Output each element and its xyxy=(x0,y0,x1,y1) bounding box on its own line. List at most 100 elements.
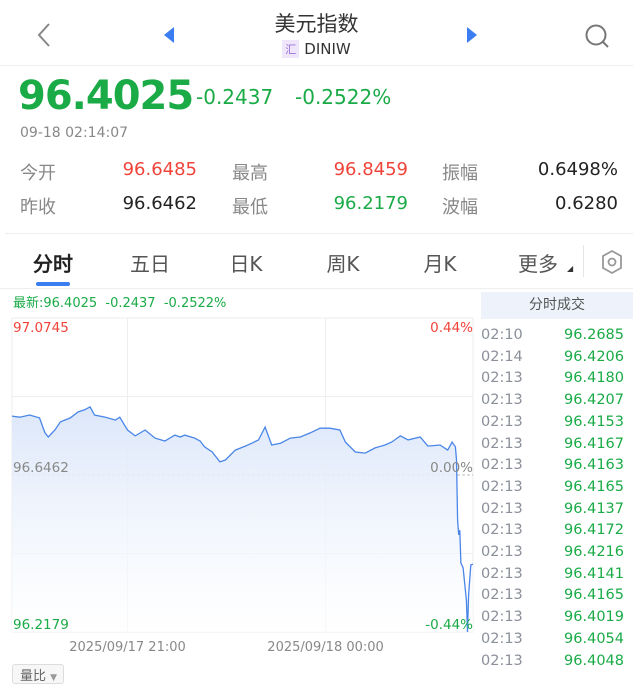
trade-price: 96.4206 xyxy=(564,348,624,365)
tab-5[interactable]: 更多 xyxy=(518,252,558,276)
trade-time: 02:10 xyxy=(481,327,523,343)
trade-time: 02:13 xyxy=(481,630,523,647)
trade-price: 96.4172 xyxy=(564,522,624,539)
trade-row: 02:13 96.4153 xyxy=(476,414,628,435)
trade-time: 02:13 xyxy=(481,370,523,387)
search-icon[interactable] xyxy=(584,23,610,49)
trade-time: 02:13 xyxy=(481,435,523,452)
y-label-right: 0.00% xyxy=(430,460,473,476)
settings-hex-icon[interactable] xyxy=(600,249,624,275)
divider xyxy=(0,288,633,289)
y-label-left: 96.6462 xyxy=(13,460,69,476)
y-label-right: 0.44% xyxy=(430,320,473,336)
latest-quote-line: 最新:96.4025 -0.2437 -0.2522% xyxy=(13,296,227,311)
stat-label: 最低 xyxy=(232,197,268,218)
x-tick-label: 2025/09/17 21:00 xyxy=(69,640,186,655)
volume-ratio-button[interactable]: 量比 ▼ xyxy=(12,664,64,684)
trade-price: 96.4165 xyxy=(564,478,624,495)
trade-time: 02:13 xyxy=(481,652,523,669)
stat-label: 今开 xyxy=(20,163,56,184)
trade-row: 02:13 96.4141 xyxy=(476,566,628,587)
price-area xyxy=(12,406,473,632)
y-label-left: 96.2179 xyxy=(13,617,69,633)
trade-row: 02:13 96.4172 xyxy=(476,522,628,543)
price-line xyxy=(11,406,474,633)
stat-value: 96.6485 xyxy=(122,159,197,180)
intraday-chart[interactable]: 97.0745 96.6462 96.2179 0.44% 0.00% -0.44% 202… xyxy=(0,300,478,658)
stat-value: 96.6462 xyxy=(122,193,197,214)
quote-time: 09-18 02:14:07 xyxy=(20,125,129,141)
divider xyxy=(583,245,584,277)
trades-list[interactable]: 02:10 96.2685 02:14 96.4206 02:13 96.4180 02:1… xyxy=(476,327,633,678)
trade-price: 96.4163 xyxy=(564,457,624,474)
trade-price: 96.4048 xyxy=(564,652,624,669)
period-tabs: 分时 五日 日K 周K 月K 更多 ◢ xyxy=(0,248,583,288)
trade-row: 02:13 96.4207 xyxy=(476,392,628,413)
chevron-left-icon[interactable] xyxy=(36,22,52,48)
more-arrow-icon: ◢ xyxy=(567,264,574,273)
y-label-left: 97.0745 xyxy=(13,320,69,336)
trade-price: 96.4165 xyxy=(564,587,624,604)
trade-row: 02:13 96.4137 xyxy=(476,501,628,522)
stat-label: 最高 xyxy=(232,163,268,184)
trade-row: 02:14 96.4206 xyxy=(476,349,628,370)
volume-ratio-label: 量比 xyxy=(20,669,47,684)
trade-row: 02:13 96.4163 xyxy=(476,457,628,478)
stat-value: 0.6498% xyxy=(537,159,618,180)
stat-label: 振幅 xyxy=(442,163,478,184)
symbol-code: 汇 DINIW xyxy=(0,40,633,58)
tab-2[interactable]: 日K xyxy=(229,252,263,276)
stat-value: 96.8459 xyxy=(333,159,408,180)
active-tab-indicator xyxy=(36,282,70,286)
tab-1[interactable]: 五日 xyxy=(130,252,170,276)
tab-3[interactable]: 周K xyxy=(326,252,360,276)
prev-triangle-icon[interactable] xyxy=(163,27,175,43)
trade-time: 02:13 xyxy=(481,413,523,430)
dropdown-arrow-icon: ▼ xyxy=(50,673,58,683)
trades-header: 分时成交 xyxy=(481,292,633,319)
next-triangle-icon[interactable] xyxy=(466,27,478,43)
trade-row: 02:10 96.2685 xyxy=(476,327,628,348)
trade-time: 02:14 xyxy=(481,348,523,365)
tab-0[interactable]: 分时 xyxy=(33,252,73,276)
trade-price: 96.4141 xyxy=(564,565,624,582)
trade-price: 96.4180 xyxy=(564,370,624,387)
stat-value: 0.6280 xyxy=(555,193,618,214)
code-text: DINIW xyxy=(304,40,351,58)
trade-row: 02:13 96.4019 xyxy=(476,609,628,630)
trade-price: 96.4207 xyxy=(564,392,624,409)
trade-row: 02:13 96.4054 xyxy=(476,631,628,652)
trade-row: 02:13 96.4165 xyxy=(476,587,628,608)
trade-row: 02:13 96.4048 xyxy=(476,653,628,674)
trade-price: 96.4137 xyxy=(564,500,624,517)
stat-label: 波幅 xyxy=(442,197,478,218)
trade-price: 96.4019 xyxy=(564,609,624,626)
trade-row: 02:13 96.4180 xyxy=(476,370,628,391)
trade-price: 96.4153 xyxy=(564,413,624,430)
top-bar: 美元指数 汇 DINIW xyxy=(0,0,633,66)
trade-price: 96.4216 xyxy=(564,544,624,560)
page-title: 美元指数 xyxy=(274,12,359,36)
trade-price: 96.2685 xyxy=(564,327,624,343)
y-label-right: -0.44% xyxy=(425,617,473,633)
forex-badge: 汇 xyxy=(282,40,300,58)
trade-price: 96.4167 xyxy=(564,435,624,452)
trade-time: 02:13 xyxy=(481,392,523,409)
trade-time: 02:13 xyxy=(481,609,523,626)
price-change-pct: -0.2522% xyxy=(295,85,392,109)
trade-time: 02:13 xyxy=(481,478,523,495)
x-tick-label: 2025/09/18 00:00 xyxy=(267,640,384,655)
trade-time: 02:13 xyxy=(481,522,523,539)
divider xyxy=(5,233,633,234)
trade-time: 02:13 xyxy=(481,565,523,582)
trade-time: 02:13 xyxy=(481,587,523,604)
stat-value: 96.2179 xyxy=(333,193,408,214)
last-price: 96.4025 xyxy=(18,73,194,119)
trade-time: 02:13 xyxy=(481,457,523,474)
trade-row: 02:13 96.4165 xyxy=(476,479,628,500)
trade-price: 96.4054 xyxy=(564,630,624,647)
trade-time: 02:13 xyxy=(481,544,523,560)
tab-4[interactable]: 月K xyxy=(423,252,457,276)
trade-row: 02:13 96.4167 xyxy=(476,436,628,457)
trade-time: 02:13 xyxy=(481,500,523,517)
